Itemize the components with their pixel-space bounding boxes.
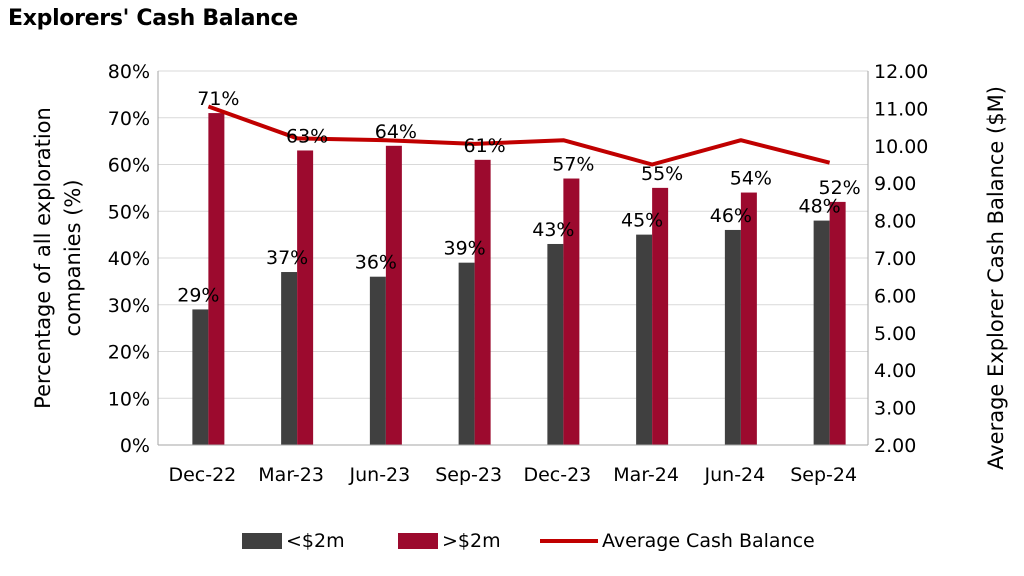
data-label-high: 64%	[375, 121, 417, 143]
y2-tick-label: 12.00	[874, 61, 928, 83]
bar-high	[740, 192, 757, 445]
bar-high	[474, 159, 491, 445]
bar-low	[369, 276, 386, 445]
legend-label-line: Average Cash Balance	[602, 530, 815, 552]
y2-tick-label: 5.00	[874, 323, 916, 345]
data-label-low: 46%	[710, 205, 752, 227]
x-tick-label: Jun-23	[349, 464, 411, 486]
y2-tick-label: 10.00	[874, 136, 928, 158]
axes: 0% 10% 20% 30% 40% 50% 60% 70% 80% 2.00 3.00 4.00 5.…	[31, 61, 1008, 486]
x-tick-label: Dec-23	[523, 464, 591, 486]
data-label-high: 55%	[641, 163, 683, 185]
y2-tick-label: 2.00	[874, 435, 916, 457]
y-tick-label: 60%	[108, 155, 150, 177]
data-label-low: 39%	[444, 238, 486, 260]
data-label-high: 57%	[552, 154, 594, 176]
chart-title: Explorers' Cash Balance	[8, 6, 298, 31]
y2-tick-label: 11.00	[874, 98, 928, 120]
y2-tick-label: 6.00	[874, 285, 916, 307]
data-label-low: 37%	[266, 247, 308, 269]
y-tick-label: 20%	[108, 342, 150, 364]
data-label-low: 29%	[177, 284, 219, 306]
data-label-low: 48%	[799, 196, 841, 218]
bar-high	[652, 187, 669, 445]
data-label-low: 43%	[532, 219, 574, 241]
y2-tick-label: 4.00	[874, 360, 916, 382]
grid-lines	[158, 70, 868, 399]
x-tick-label: Jun-24	[704, 464, 766, 486]
bar-low	[636, 234, 653, 445]
legend-item-high: >$2m	[398, 528, 501, 554]
data-label-high: 52%	[819, 177, 861, 199]
data-label-low: 36%	[355, 252, 397, 274]
legend-swatch-line	[540, 539, 598, 543]
legend: <$2m >$2m Average Cash Balance	[0, 528, 1024, 554]
data-label-high: 71%	[197, 88, 239, 110]
y2-tick-label: 3.00	[874, 398, 916, 420]
bar-high	[385, 145, 402, 446]
y-axis-title-line: companies (%)	[61, 179, 85, 336]
bar-high	[297, 150, 314, 445]
average-cash-line	[207, 104, 831, 167]
y2-tick-label: 7.00	[874, 248, 916, 270]
bar-low	[724, 229, 741, 445]
legend-label-high: >$2m	[442, 530, 501, 552]
bar-low	[281, 272, 298, 445]
y-tick-label: 30%	[108, 295, 150, 317]
y2-axis-title: Average Explorer Cash Balance ($M)	[984, 86, 1008, 470]
y-tick-label: 70%	[108, 108, 150, 130]
y-tick-label: 40%	[108, 248, 150, 270]
bars	[192, 113, 846, 446]
legend-item-low: <$2m	[242, 528, 345, 554]
data-labels: 29% 71% 37% 63% 36% 64% 39% 61% 43% 57% 45% 55% 46% 5…	[177, 88, 860, 306]
x-tick-label: Mar-23	[258, 464, 324, 486]
bar-low	[458, 262, 475, 445]
bar-low	[813, 220, 830, 445]
x-tick-label: Dec-22	[168, 464, 236, 486]
bar-high	[563, 178, 580, 445]
y-tick-label: 10%	[108, 388, 150, 410]
x-tick-label: Sep-23	[435, 464, 502, 486]
average-line	[207, 104, 831, 167]
bar-low	[192, 309, 209, 445]
legend-label-low: <$2m	[286, 530, 345, 552]
y2-tick-label: 8.00	[874, 211, 916, 233]
data-label-high: 63%	[286, 125, 328, 147]
y-tick-label: 0%	[120, 435, 150, 457]
y-tick-label: 50%	[108, 201, 150, 223]
x-tick-label: Mar-24	[613, 464, 679, 486]
bar-low	[547, 243, 564, 445]
y-axis-title-line: Percentage of all exploration	[31, 107, 55, 409]
legend-swatch-high	[398, 533, 438, 549]
data-label-high: 54%	[730, 168, 772, 190]
data-label-high: 61%	[464, 135, 506, 157]
bar-high	[829, 201, 846, 445]
x-tick-label: Sep-24	[790, 464, 857, 486]
y2-tick-label: 9.00	[874, 173, 916, 195]
chart-canvas: 29% 71% 37% 63% 36% 64% 39% 61% 43% 57% 45% 55% 46% 5…	[31, 61, 1008, 486]
y-axis-title: Percentage of all exploration companies (…	[31, 107, 85, 409]
data-label-low: 45%	[621, 210, 663, 232]
y-tick-label: 80%	[108, 61, 150, 83]
legend-item-line: Average Cash Balance	[540, 528, 815, 554]
legend-swatch-low	[242, 533, 282, 549]
bar-high	[208, 113, 225, 445]
